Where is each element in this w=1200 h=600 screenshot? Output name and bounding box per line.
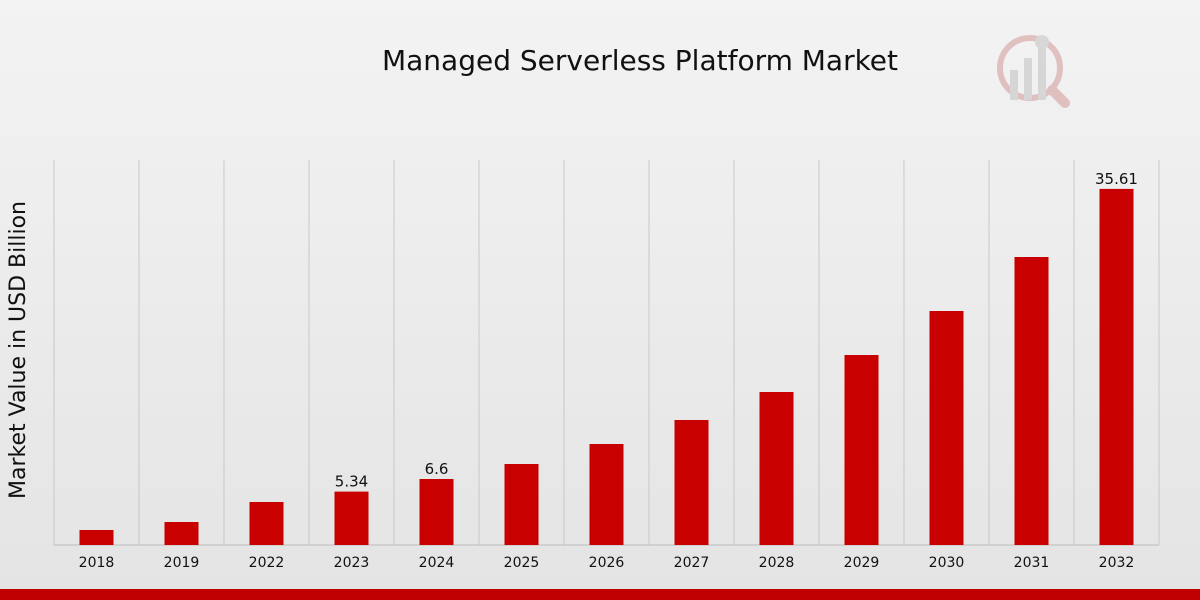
x-tick-label: 2031	[1014, 555, 1050, 571]
y-axis-label: Market Value in USD Billion	[6, 201, 31, 499]
bars	[79, 188, 1134, 545]
x-tick-label: 2018	[79, 555, 115, 571]
data-labels: 5.34 6.6 35.61	[335, 170, 1138, 491]
x-tick-label: 2024	[419, 555, 455, 571]
x-tick-label: 2026	[589, 555, 625, 571]
chart-title: Managed Serverless Platform Market	[382, 44, 898, 77]
data-label-2024: 6.6	[425, 460, 449, 478]
bar-2029	[844, 355, 879, 545]
x-tick-label: 2027	[674, 555, 710, 571]
x-tick-label: 2032	[1099, 555, 1135, 571]
watermark-logo-icon	[997, 35, 1070, 108]
bar-2032	[1099, 188, 1134, 545]
bar-2026	[589, 444, 624, 545]
data-label-2023: 5.34	[335, 473, 368, 491]
x-tick-label: 2022	[249, 555, 285, 571]
bar-2028	[759, 392, 794, 545]
x-tick-label: 2029	[844, 555, 880, 571]
bar-2030	[929, 311, 964, 545]
x-tick-label: 2023	[334, 555, 370, 571]
bar-2022	[249, 502, 284, 545]
x-tick-label: 2025	[504, 555, 540, 571]
bar-2027	[674, 420, 709, 545]
x-tick-label: 2028	[759, 555, 795, 571]
bar-2019	[164, 522, 199, 545]
bar-2024	[419, 479, 454, 545]
x-tick-labels: 2018 2019 2022 2023 2024 2025 2026 2027 2028 2029…	[79, 555, 1135, 571]
footer-bar	[0, 589, 1200, 600]
bar-2025	[504, 464, 539, 545]
data-label-2032: 35.61	[1095, 170, 1138, 188]
bar-2031	[1014, 257, 1049, 545]
bar-2023	[334, 491, 369, 545]
x-tick-label: 2030	[929, 555, 965, 571]
bar-2018	[79, 530, 114, 545]
grid-lines	[53, 160, 1160, 545]
x-tick-label: 2019	[164, 555, 200, 571]
